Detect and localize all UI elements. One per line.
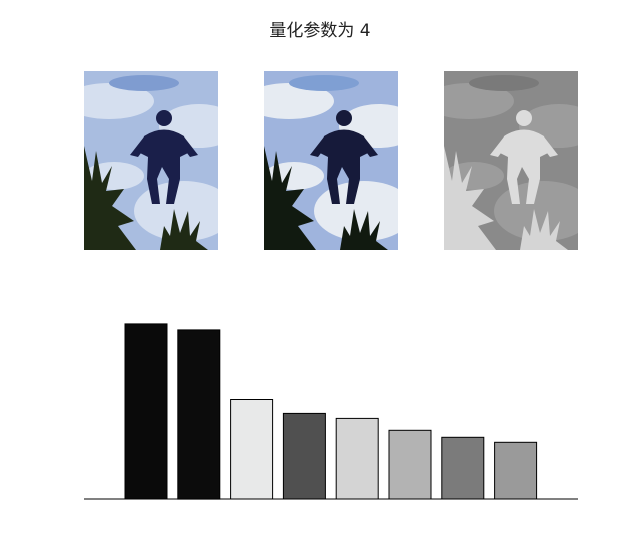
bar-4 [282, 412, 326, 500]
palm-tree-right [160, 209, 208, 250]
palm-tree-left [264, 146, 316, 250]
bar-8 [494, 441, 538, 500]
jumping-person [490, 110, 558, 204]
bar-2 [177, 329, 221, 500]
jumping-person [310, 110, 378, 204]
quantized-image [264, 71, 398, 250]
jumping-person [130, 110, 198, 204]
palm-tree-right [340, 209, 388, 250]
bar-1 [124, 323, 168, 500]
bar-5 [335, 417, 379, 500]
original-image [84, 71, 218, 250]
bar-3 [230, 399, 274, 500]
bar-6 [388, 429, 432, 500]
palm-tree-left [84, 146, 136, 250]
difference-image [444, 71, 578, 250]
palm-tree-left [444, 146, 496, 250]
bar-7 [441, 436, 485, 500]
palm-tree-right [520, 209, 568, 250]
figure-title: 量化参数为 4 [269, 21, 371, 41]
